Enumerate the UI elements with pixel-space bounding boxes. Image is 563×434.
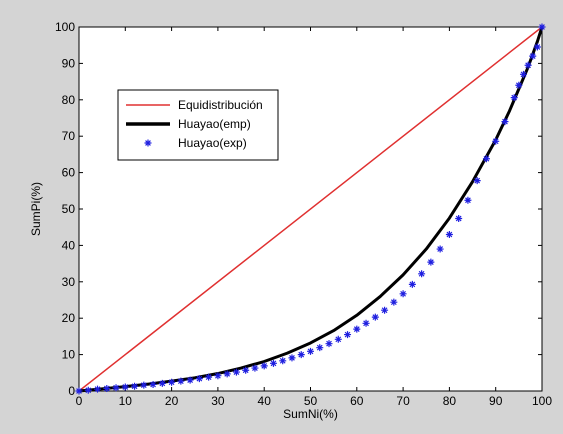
legend-label: Huayao(exp) bbox=[178, 136, 247, 150]
exp-point bbox=[269, 359, 277, 367]
exp-point bbox=[131, 382, 139, 390]
y-tick-label: 100 bbox=[55, 20, 75, 34]
y-tick-label: 30 bbox=[62, 275, 76, 289]
exp-point bbox=[223, 370, 231, 378]
exp-point bbox=[121, 383, 129, 391]
exp-point bbox=[205, 373, 213, 381]
axis-ticks: 0 10 20 30 40 50 60 70 80 90 100 0 10 20 30 40 50 60 70 80 9… bbox=[55, 20, 552, 408]
equidistribution-line bbox=[78, 26, 543, 392]
exp-point bbox=[399, 290, 407, 298]
exp-point bbox=[75, 387, 83, 395]
exp-point bbox=[334, 335, 342, 343]
x-tick-label: 0 bbox=[76, 394, 83, 408]
exp-point bbox=[515, 81, 523, 89]
exp-point bbox=[158, 379, 166, 387]
exp-point bbox=[168, 378, 176, 386]
exp-point bbox=[177, 377, 185, 385]
legend-label: Equidistribución bbox=[178, 98, 263, 112]
x-tick-label: 30 bbox=[211, 394, 225, 408]
exp-point bbox=[232, 368, 240, 376]
exp-point bbox=[371, 313, 379, 321]
y-tick-label: 10 bbox=[62, 348, 76, 362]
exp-point bbox=[501, 118, 509, 126]
x-tick-label: 50 bbox=[304, 394, 318, 408]
exp-point bbox=[325, 340, 333, 348]
x-tick-label: 60 bbox=[350, 394, 364, 408]
exp-point bbox=[418, 270, 426, 278]
y-tick-label: 0 bbox=[68, 384, 75, 398]
exp-point bbox=[510, 94, 518, 102]
exp-point bbox=[279, 357, 287, 365]
exp-point bbox=[214, 372, 222, 380]
exp-point bbox=[381, 306, 389, 314]
exp-point bbox=[408, 280, 416, 288]
exp-point bbox=[492, 137, 500, 145]
exp-point bbox=[84, 386, 92, 394]
exp-point bbox=[195, 375, 203, 383]
y-tick-label: 40 bbox=[62, 238, 76, 252]
exp-point bbox=[140, 381, 148, 389]
exp-point bbox=[427, 258, 435, 266]
x-tick-label: 20 bbox=[165, 394, 179, 408]
exp-point bbox=[436, 245, 444, 253]
exp-point bbox=[316, 344, 324, 352]
y-axis-label: SumPi(%) bbox=[29, 182, 43, 236]
exp-point bbox=[538, 23, 546, 31]
exp-point bbox=[186, 376, 194, 384]
exp-point bbox=[455, 214, 463, 222]
exp-point bbox=[288, 354, 296, 362]
exp-point bbox=[445, 230, 453, 238]
exp-point bbox=[344, 331, 352, 339]
exp-point bbox=[149, 380, 157, 388]
x-tick-label: 90 bbox=[489, 394, 503, 408]
legend: Equidistribución Huayao(emp) Huayao(exp) bbox=[117, 89, 279, 161]
x-tick-label: 80 bbox=[443, 394, 457, 408]
y-tick-label: 70 bbox=[62, 129, 76, 143]
exp-point bbox=[524, 61, 532, 69]
exp-point bbox=[362, 319, 370, 327]
exp-point bbox=[307, 347, 314, 355]
y-tick-label: 80 bbox=[62, 93, 76, 107]
x-tick-label: 100 bbox=[532, 394, 552, 408]
exp-point bbox=[242, 366, 250, 374]
exp-point bbox=[353, 325, 361, 333]
exp-point bbox=[482, 155, 490, 163]
y-tick-label: 60 bbox=[62, 166, 76, 180]
exp-point bbox=[297, 351, 305, 359]
series-layer bbox=[75, 23, 546, 395]
exp-point bbox=[464, 196, 472, 204]
legend-label: Huayao(emp) bbox=[178, 117, 251, 131]
x-axis-label: SumNi(%) bbox=[283, 407, 338, 421]
legend-swatch-exp bbox=[144, 139, 152, 147]
x-tick-label: 70 bbox=[396, 394, 410, 408]
exp-point bbox=[473, 177, 481, 185]
x-tick-label: 40 bbox=[258, 394, 272, 408]
y-tick-label: 90 bbox=[62, 56, 76, 70]
exp-point bbox=[112, 384, 120, 392]
exp-point bbox=[533, 43, 541, 51]
y-tick-label: 50 bbox=[62, 202, 76, 216]
exp-point bbox=[529, 52, 537, 60]
y-tick-label: 20 bbox=[62, 311, 76, 325]
exp-point bbox=[103, 384, 111, 392]
x-tick-label: 10 bbox=[119, 394, 133, 408]
exp-point bbox=[251, 364, 259, 372]
exp-point bbox=[260, 362, 268, 370]
exp-point bbox=[390, 298, 398, 306]
exp-point bbox=[94, 385, 102, 393]
exp-point bbox=[519, 70, 527, 78]
